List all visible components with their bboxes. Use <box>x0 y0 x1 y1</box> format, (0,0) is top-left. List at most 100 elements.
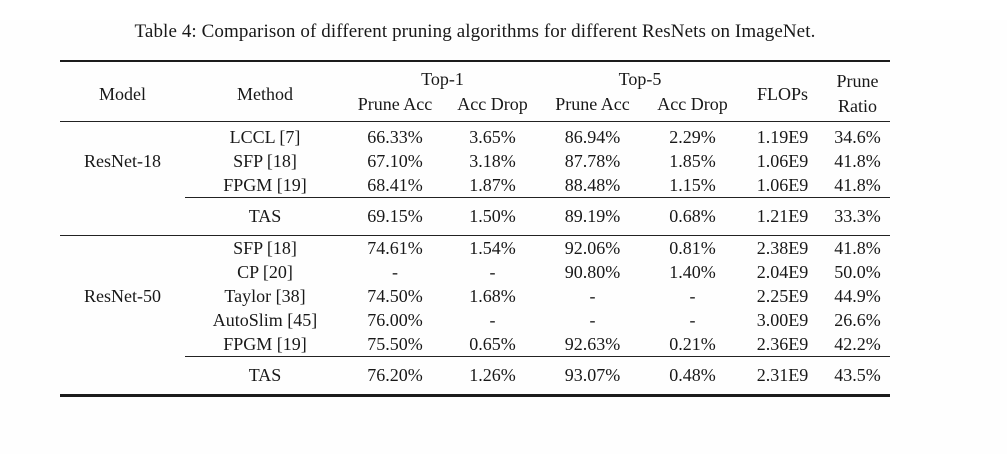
cell-prune-ratio: 41.8% <box>825 235 891 260</box>
cell-flops: 1.06E9 <box>756 175 809 195</box>
cell-top1-acc-drop: 1.26% <box>445 356 541 396</box>
table-row: ResNet-50 SFP [18] 74.61% 1.54% 92.06% 0… <box>60 235 891 357</box>
table-row: FPGM [19] 75.50% 0.65% 92.63% 0.21% 2.36… <box>60 332 890 357</box>
cell-prune-ratio: 33.3% <box>825 197 891 236</box>
model-label: ResNet-18 <box>84 151 161 172</box>
cell-top5-prune-acc: 93.07% <box>540 356 646 396</box>
cell-prune-ratio: 41.8% <box>834 151 881 171</box>
cell-top5-acc-drop: 2.29% <box>669 127 716 147</box>
header-top5-acc-drop: Acc Drop <box>657 94 728 114</box>
cell-top5-acc-drop: 1.85% <box>669 151 716 171</box>
cell-top5-acc-drop: - <box>689 286 696 306</box>
cell-method: SFP [18] <box>233 151 297 171</box>
header-flops: FLOPs <box>757 83 809 104</box>
table-row: ResNet-18 LCCL [7] 66.33% 3.65% 86.94% 2… <box>60 122 890 171</box>
header-method: Method <box>237 83 293 104</box>
cell-method: SFP [18] <box>185 235 345 260</box>
cell-model-empty <box>60 357 185 396</box>
cell-top5-prune-acc: 87.78% <box>564 151 621 171</box>
cell-top1-prune-acc: 66.33% <box>367 127 423 147</box>
cell-top5-acc-drop: 0.48% <box>645 356 741 396</box>
cell-top1-prune-acc: 69.15% <box>345 197 445 236</box>
cell-top5-prune-acc: 92.63% <box>564 334 621 354</box>
cell-top1-prune-acc: 74.61% <box>345 235 445 260</box>
cell-top5-prune-acc: 88.48% <box>564 175 621 195</box>
cell-prune-ratio: 26.6% <box>834 310 881 330</box>
model-label: ResNet-50 <box>60 235 185 357</box>
table-row: CP [20] - - 90.80% 1.40% 2.04E9 50.0% <box>60 260 890 284</box>
cell-top5-acc-drop: - <box>689 310 696 330</box>
cell-top1-acc-drop: 1.68% <box>469 286 516 306</box>
table-row: AutoSlim [45] 76.00% - - - 3.00E9 26.6% <box>60 308 890 332</box>
cell-top1-acc-drop: 0.65% <box>469 334 516 354</box>
header-prune-ratio: Prune Ratio <box>825 61 890 122</box>
cell-flops: 1.19E9 <box>756 127 809 147</box>
cell-top1-prune-acc: 67.10% <box>367 151 423 171</box>
cell-method: AutoSlim [45] <box>212 310 318 330</box>
cell-flops: 2.36E9 <box>756 334 809 354</box>
cell-top5-acc-drop: 1.40% <box>669 262 716 282</box>
header-top5-group: Top-5 <box>618 69 662 89</box>
results-table: Model Method Top-1 Top-5 FLOPs Prune Rat… <box>60 60 891 397</box>
cell-top1-prune-acc: - <box>392 262 398 282</box>
cell-top5-prune-acc: 90.80% <box>564 262 621 282</box>
cell-method: CP [20] <box>237 262 293 282</box>
table-body: ResNet-18 LCCL [7] 66.33% 3.65% 86.94% 2… <box>60 122 891 396</box>
cell-method: TAS <box>185 197 345 236</box>
tas-summary-row: TAS 76.20% 1.26% 93.07% 0.48% 2.31E9 43.… <box>60 356 891 396</box>
cell-top1-prune-acc: 76.00% <box>367 310 423 330</box>
cell-top5-prune-acc: 92.06% <box>540 235 646 260</box>
cell-flops: 1.21E9 <box>740 197 826 236</box>
header-prune-ratio-line2: Ratio <box>838 96 878 116</box>
cell-prune-ratio: 43.5% <box>825 356 891 396</box>
cell-top1-acc-drop: 3.18% <box>469 151 516 171</box>
table-row: SFP [18] 67.10% 3.18% 87.78% 1.85% 1.06E… <box>60 149 890 173</box>
table-header: Model Method Top-1 Top-5 FLOPs Prune Rat… <box>60 61 891 122</box>
cell-method: FPGM [19] <box>223 175 307 195</box>
header-top1-group: Top-1 <box>421 69 464 89</box>
cell-top5-prune-acc: 86.94% <box>564 127 621 147</box>
cell-flops: 2.38E9 <box>740 235 826 260</box>
cell-top5-acc-drop: 0.81% <box>645 235 741 260</box>
cell-top5-prune-acc: - <box>589 286 596 306</box>
cell-flops: 2.31E9 <box>740 356 826 396</box>
cell-top5-prune-acc: - <box>589 310 596 330</box>
cell-method: LCCL [7] <box>229 127 301 147</box>
cell-model-empty <box>60 198 185 236</box>
cell-top5-acc-drop: 1.15% <box>669 175 716 195</box>
header-sub-row: Prune Acc Acc Drop Prune Acc Acc Drop <box>60 92 890 122</box>
cell-flops: 2.04E9 <box>756 262 809 282</box>
cell-top1-acc-drop: 1.87% <box>469 175 516 195</box>
cell-top5-acc-drop: 0.68% <box>645 197 741 236</box>
cell-top1-acc-drop: 1.54% <box>445 235 541 260</box>
table-row: Taylor [38] 74.50% 1.68% - - 2.25E9 44.9… <box>60 284 890 308</box>
cell-prune-ratio: 50.0% <box>834 262 881 282</box>
tas-summary-row: TAS 69.15% 1.50% 89.19% 0.68% 1.21E9 33.… <box>60 197 891 236</box>
cell-prune-ratio: 34.6% <box>834 127 881 147</box>
paper-page: Table 4: Comparison of different pruning… <box>0 20 1007 454</box>
table-row: FPGM [19] 68.41% 1.87% 88.48% 1.15% 1.06… <box>60 173 890 198</box>
cell-top5-acc-drop: 0.21% <box>669 334 716 354</box>
cell-flops: 2.25E9 <box>756 286 809 306</box>
cell-method: Taylor [38] <box>224 286 306 306</box>
cell-prune-ratio: 42.2% <box>834 334 881 354</box>
cell-prune-ratio: 44.9% <box>834 286 881 306</box>
cell-top5-prune-acc: 89.19% <box>540 197 646 236</box>
header-model: Model <box>99 83 146 104</box>
cell-top1-acc-drop: - <box>489 310 496 330</box>
cell-top1-prune-acc: 75.50% <box>367 334 423 354</box>
cell-top1-acc-drop: - <box>489 262 496 282</box>
cell-top1-prune-acc: 76.20% <box>345 356 445 396</box>
cell-top1-acc-drop: 1.50% <box>445 197 541 236</box>
header-top1-acc-drop: Acc Drop <box>457 94 528 114</box>
table-caption: Table 4: Comparison of different pruning… <box>134 21 816 42</box>
cell-flops: 3.00E9 <box>756 310 809 330</box>
cell-method: FPGM [19] <box>223 334 307 354</box>
header-prune-ratio-line1: Prune <box>836 71 879 91</box>
cell-top1-prune-acc: 68.41% <box>367 175 423 195</box>
cell-method: TAS <box>185 356 345 396</box>
cell-top1-prune-acc: 74.50% <box>367 286 423 306</box>
header-top1-prune-acc: Prune Acc <box>357 94 433 114</box>
cell-prune-ratio: 41.8% <box>834 175 881 195</box>
header-group-row: Model Method Top-1 Top-5 FLOPs Prune Rat… <box>60 61 890 116</box>
